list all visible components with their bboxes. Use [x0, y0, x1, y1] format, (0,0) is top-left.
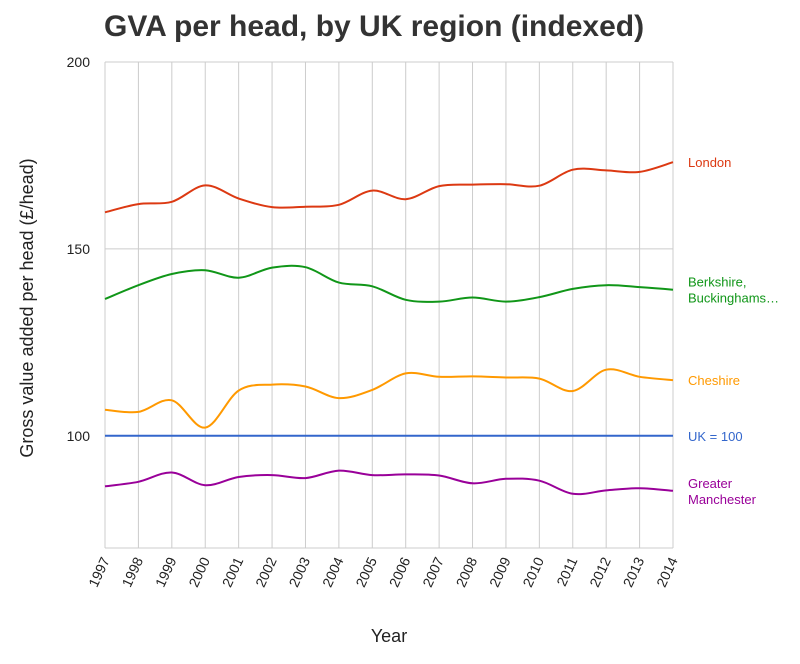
x-tick-label: 1998	[118, 554, 146, 589]
series-lines	[104, 161, 674, 496]
x-axis-label: Year	[371, 626, 407, 646]
x-tick-label: 2007	[419, 554, 447, 589]
y-tick-label: 200	[67, 54, 91, 70]
x-tick-label: 2000	[185, 554, 213, 589]
series-label-london: London	[688, 155, 731, 170]
x-tick-label: 2003	[286, 554, 314, 589]
x-tick-label: 2009	[486, 554, 514, 589]
x-tick-label: 2010	[519, 554, 547, 589]
series-label-cheshire: Cheshire	[688, 373, 740, 388]
x-tick-label: 2006	[386, 554, 414, 589]
x-tick-label: 1997	[85, 554, 113, 589]
x-tick-label: 2001	[219, 554, 247, 589]
x-tick-label: 2014	[653, 554, 681, 589]
series-line-berkshire-buckinghams	[104, 264, 674, 303]
x-tick-label: 2005	[352, 554, 380, 589]
series-labels: London Berkshire, Buckinghams… Cheshire UK =…	[688, 155, 779, 507]
series-label-berkshire-buckinghams: Berkshire, Buckinghams…	[688, 275, 779, 306]
series-line-london	[104, 161, 674, 214]
x-tick-label: 2008	[453, 554, 481, 589]
x-tick-label: 2013	[620, 554, 648, 589]
x-tick-label: 1999	[152, 554, 180, 589]
x-tick-labels: 1997 1998 1999 2000 2001 2002 2003 2004 2005 2006…	[85, 554, 681, 589]
x-tick-label: 2002	[252, 554, 280, 589]
y-axis-label: Gross value added per head (£/head)	[17, 158, 37, 457]
chart-title: GVA per head, by UK region (indexed)	[104, 10, 645, 43]
x-tick-label: 2011	[553, 554, 580, 588]
x-tick-label: 2012	[586, 554, 614, 589]
y-tick-labels: 100 150 200	[67, 54, 91, 444]
series-line-greater-manchester	[104, 469, 674, 496]
series-line-cheshire	[104, 368, 674, 429]
y-tick-label: 150	[67, 241, 91, 257]
y-tick-label: 100	[67, 428, 91, 444]
x-tick-label: 2004	[319, 554, 347, 589]
series-label-uk-100: UK = 100	[688, 429, 743, 444]
series-label-greater-manchester: Greater Manchester	[688, 476, 757, 507]
